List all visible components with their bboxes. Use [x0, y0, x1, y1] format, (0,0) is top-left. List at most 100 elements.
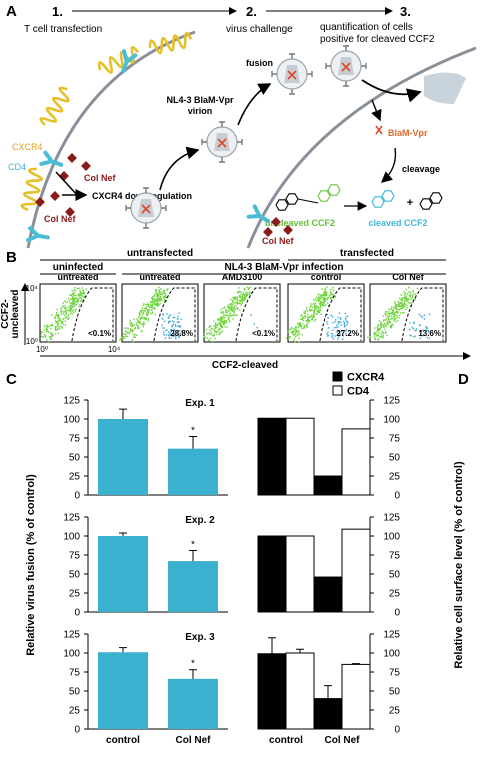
cell-dots — [40, 287, 88, 344]
cell-dots — [367, 286, 418, 341]
y-axis-label: Relative virus fusion (% of control) — [25, 474, 37, 656]
cleaved-label: cleaved CCF2 — [368, 218, 427, 228]
condition-label: untreated — [139, 272, 180, 282]
col-nef-protein — [35, 197, 45, 207]
downregulation-arrow — [55, 171, 79, 197]
bar — [168, 448, 218, 495]
error-bar — [324, 685, 332, 699]
flow-arrow — [237, 83, 272, 126]
y-tick-label: 125 — [63, 513, 80, 524]
cell-dots — [161, 312, 183, 340]
step-caption: quantification of cells — [320, 22, 413, 33]
fusion-label: fusion — [246, 58, 273, 68]
y-tick-label: 10⁰ — [26, 337, 38, 346]
bar — [257, 417, 287, 496]
bar — [98, 536, 148, 612]
cell-dots — [119, 286, 169, 343]
legend-label: CXCR4 — [347, 372, 385, 384]
chart-title: Exp. 1 — [185, 398, 215, 409]
percent-label: 28.8% — [170, 329, 193, 338]
gate — [401, 287, 444, 342]
significance-mark: * — [191, 425, 195, 436]
y-tick-label: 100 — [63, 649, 80, 660]
y-axis-label: Relative cell surface level (% of contro… — [453, 461, 465, 669]
y-tick-label: 25 — [69, 589, 81, 600]
y-tick-label: 0 — [74, 725, 80, 736]
y-tick-label: 75 — [389, 551, 401, 562]
error-bar — [189, 669, 197, 679]
y-tick-label: 0 — [394, 725, 400, 736]
y-axis-label: CCF2- — [0, 299, 11, 328]
bar — [341, 663, 371, 730]
cell-dots — [203, 286, 252, 343]
bar — [285, 417, 315, 496]
plot-frame — [203, 283, 281, 343]
col-nef-label: Col Nef — [84, 173, 117, 183]
subgroup-header: NL4-3 BlaM-Vpr infection — [225, 262, 344, 273]
error-bar — [119, 408, 127, 419]
legend-label: CD4 — [347, 386, 370, 398]
x-tick-label: 10⁰ — [36, 345, 48, 354]
cxcr4-receptor — [37, 84, 75, 131]
panel-label: D — [458, 371, 469, 388]
y-tick-label: 75 — [389, 668, 401, 679]
percent-label: <0.1% — [88, 329, 111, 338]
y-tick-label: 125 — [63, 630, 80, 641]
x-tick-label: Col Nef — [325, 735, 361, 746]
gate — [71, 287, 114, 342]
error-bar — [268, 637, 276, 654]
y-tick-label: 0 — [74, 491, 80, 502]
panel-label: B — [6, 249, 17, 266]
x-axis-label: CCF2-cleaved — [212, 360, 278, 371]
bar — [313, 576, 343, 613]
bar — [168, 678, 218, 729]
y-tick-label: 100 — [63, 532, 80, 543]
y-tick-label: 25 — [389, 706, 401, 717]
group-header: transfected — [340, 248, 394, 259]
y-tick-label: 100 — [383, 649, 400, 660]
cell-dots — [285, 286, 336, 343]
virion-label: virion — [188, 106, 213, 116]
cell-dots — [250, 314, 258, 329]
panel-label: A — [6, 3, 17, 20]
y-tick-label: 25 — [69, 472, 81, 483]
condition-label: control — [311, 272, 342, 282]
significance-mark: * — [191, 539, 195, 550]
y-tick-label: 100 — [383, 415, 400, 426]
y-tick-label: 10⁴ — [26, 284, 39, 293]
col-nef-label: Col Nef — [262, 236, 295, 246]
y-tick-label: 125 — [383, 396, 400, 407]
col-nef-protein — [50, 191, 60, 201]
bar — [313, 698, 343, 730]
fused-virion — [325, 45, 367, 87]
gate — [153, 287, 196, 342]
y-axis-label: uncleaved — [10, 290, 21, 339]
y-tick-label: 50 — [69, 453, 81, 464]
membrane — [246, 46, 477, 249]
bar — [341, 428, 371, 496]
virion — [201, 121, 243, 163]
percent-label: 27.2% — [336, 329, 359, 338]
step-caption: positive for cleaved CCF2 — [320, 34, 435, 45]
bar — [98, 652, 148, 729]
y-tick-label: 75 — [69, 434, 81, 445]
y-tick-label: 125 — [63, 396, 80, 407]
y-tick-label: 25 — [389, 472, 401, 483]
uncleaved-label: uncleaved CCF2 — [265, 218, 335, 228]
cd4-label: CD4 — [8, 162, 26, 172]
col-nef-protein — [81, 161, 91, 171]
panel-label: C — [6, 371, 17, 388]
ccf2-uncleaved-structure — [275, 184, 341, 211]
step-caption: T cell transfection — [24, 24, 102, 35]
percent-label: <0.1% — [252, 329, 275, 338]
flow-arrow — [361, 79, 422, 103]
cell-dots — [326, 312, 349, 340]
x-tick-label: control — [269, 735, 303, 746]
flow-arrow — [371, 99, 382, 122]
step-caption: virus challenge — [226, 24, 293, 35]
y-tick-label: 100 — [383, 532, 400, 543]
condition-label: untreated — [57, 272, 98, 282]
bar — [168, 561, 218, 612]
y-tick-label: 0 — [394, 491, 400, 502]
